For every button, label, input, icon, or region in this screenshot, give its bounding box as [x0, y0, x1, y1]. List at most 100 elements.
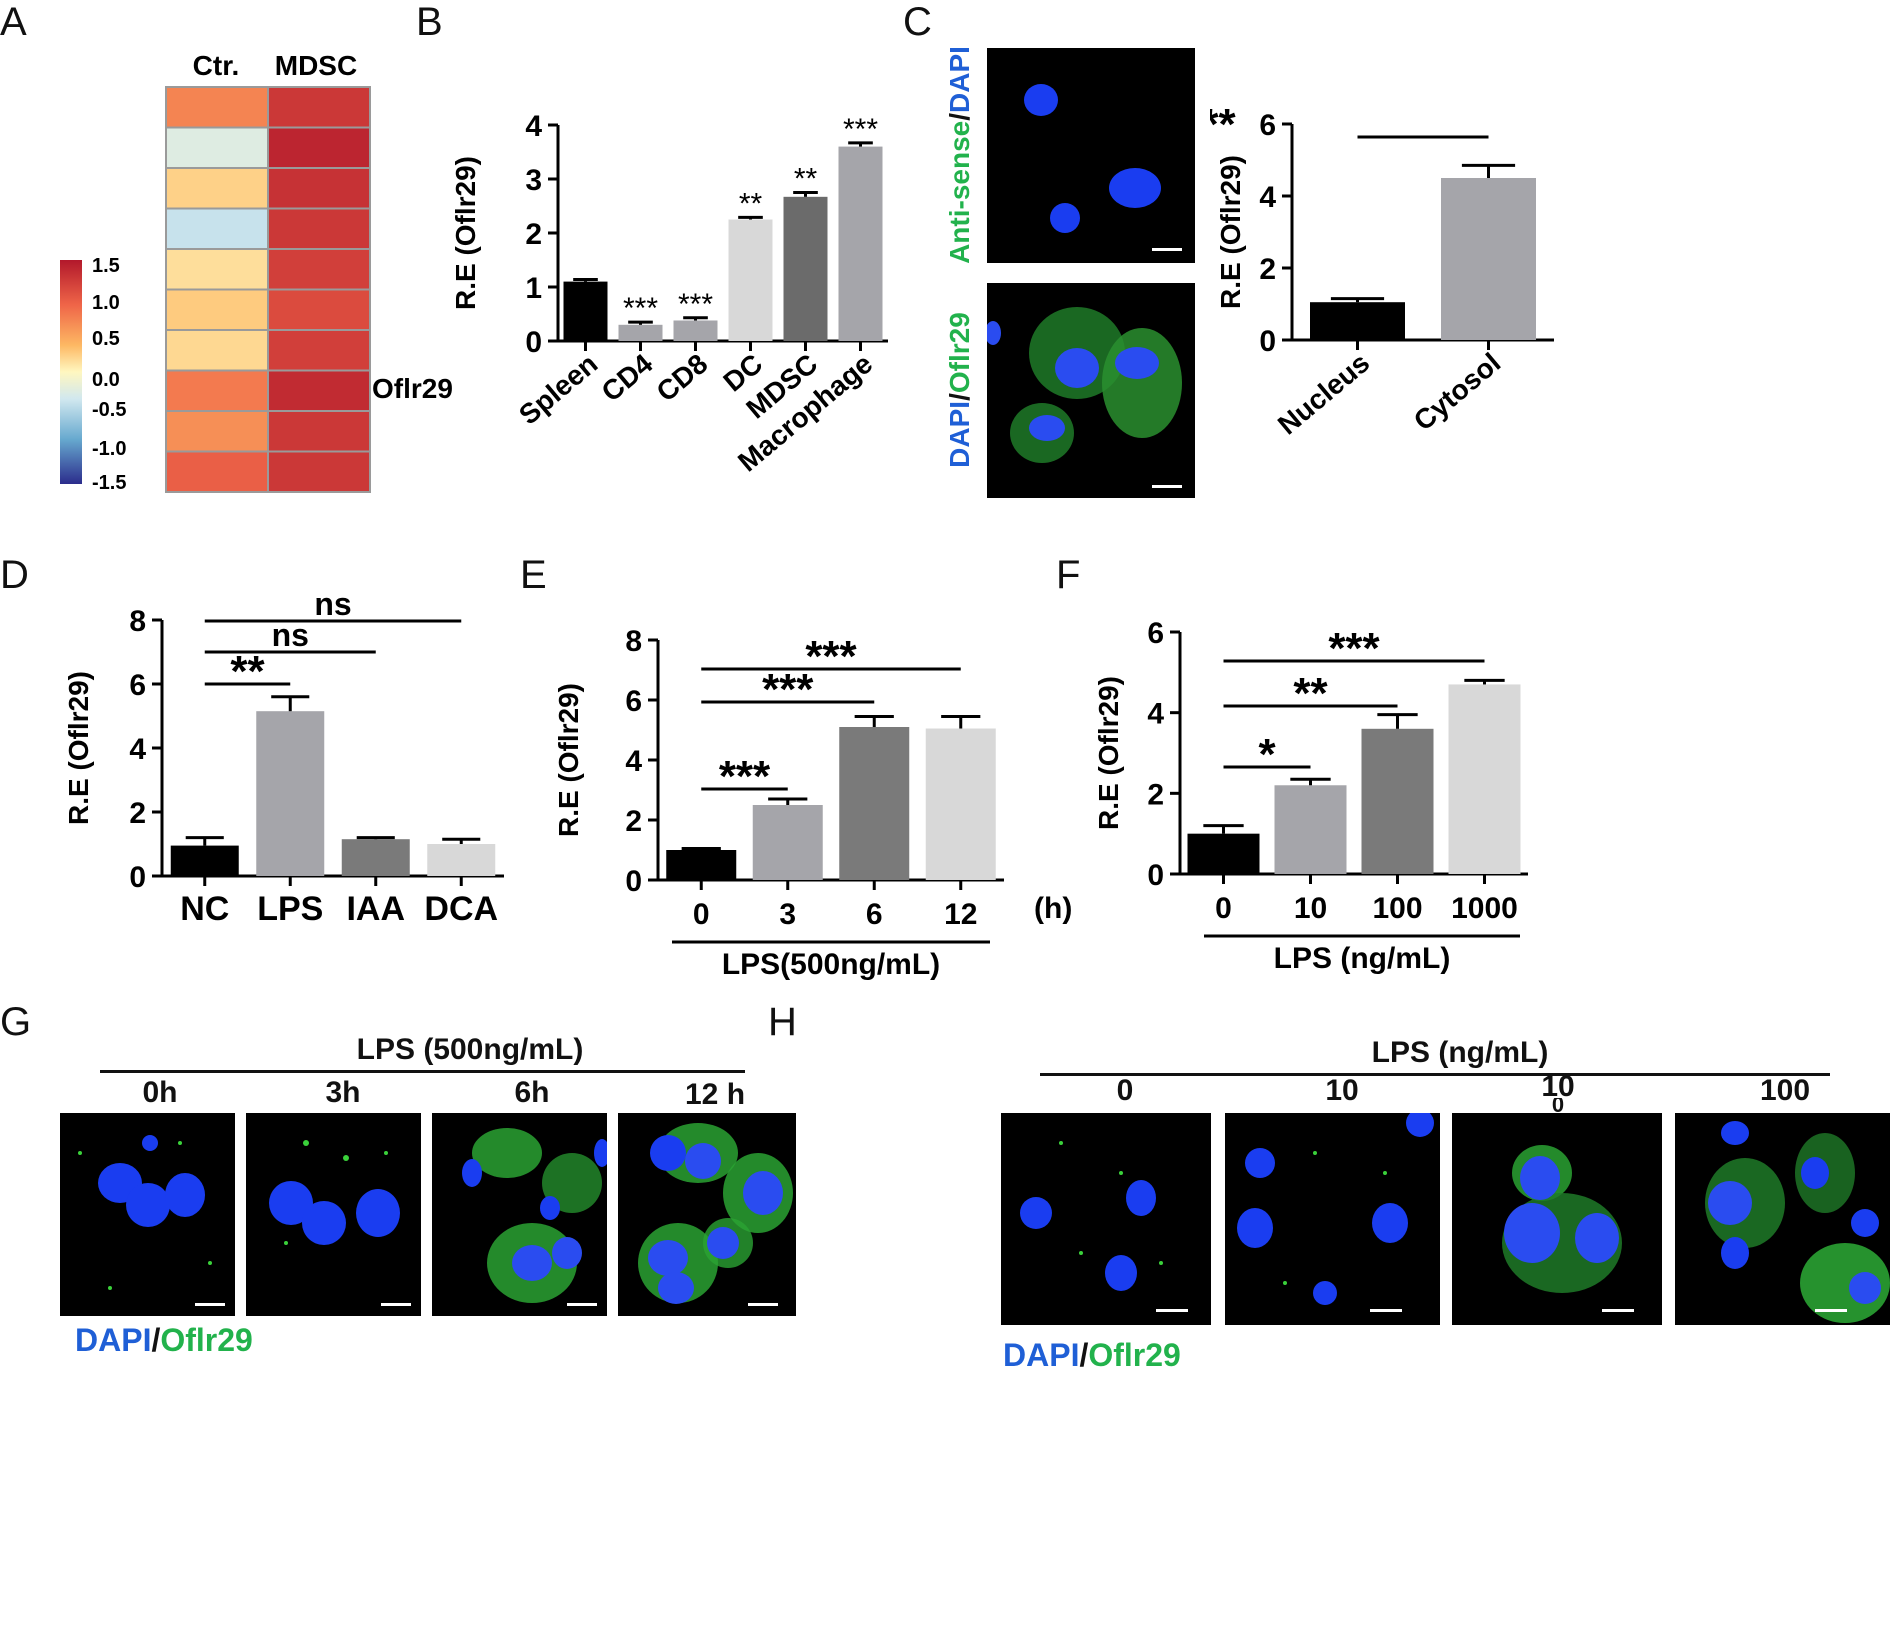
label-oflr29: Oflr29: [944, 312, 975, 394]
significance-label: **: [794, 163, 818, 196]
colorbar-tick-label: 0.0: [92, 369, 120, 391]
x-unit-label: (h): [1034, 892, 1072, 925]
x-tick-label: 10: [1294, 892, 1327, 925]
bar: [1361, 728, 1434, 874]
micrograph-g-6h: [432, 1113, 607, 1316]
panel-label-b: B: [416, 0, 443, 44]
y-tick-label: 2: [625, 805, 642, 838]
bar: [728, 219, 773, 341]
x-tick-label: 0: [1215, 892, 1232, 925]
y-tick-label: 6: [1259, 109, 1276, 142]
significance-label: ***: [678, 288, 713, 321]
y-axis-label: R.E (Oflr29): [63, 671, 94, 825]
x-tick-label: 100: [1372, 892, 1422, 925]
y-tick-label: 2: [1147, 778, 1164, 811]
micrograph-h-100: [1675, 1113, 1890, 1325]
bar: [563, 281, 608, 341]
panel-label-g: G: [0, 1000, 32, 1044]
panel-label-c: C: [903, 0, 932, 44]
colorbar: [60, 260, 82, 484]
y-tick-label: 1: [525, 272, 542, 305]
h-caption: DAPI/Oflr29: [1003, 1337, 1181, 1374]
heatmap-cells: [165, 86, 371, 493]
heatmap-cell-ctr: [165, 369, 269, 412]
caption-dapi: DAPI: [1003, 1337, 1080, 1373]
significance-label: ***: [843, 113, 878, 146]
micrograph-h-10: [1225, 1113, 1440, 1325]
label-antisense: Anti-sense: [944, 120, 975, 264]
bar: [256, 711, 325, 876]
h-group-line: [1040, 1073, 1830, 1076]
label-dapi: DAPI: [944, 400, 975, 468]
significance-label: ***: [623, 292, 658, 325]
h-label-100: 100: [1759, 1074, 1811, 1107]
y-tick-label: 4: [129, 733, 146, 766]
bar: [341, 839, 410, 876]
caption-oflr29: Oflr29: [160, 1322, 253, 1358]
y-tick-label: 6: [129, 669, 146, 702]
comparison-label: ns: [314, 586, 351, 622]
y-tick-label: 0: [1259, 325, 1276, 358]
heatmap-cell-ctr: [165, 86, 269, 129]
h-label-10: 10: [1325, 1074, 1359, 1107]
x-tick-label: 1000: [1451, 892, 1518, 925]
h-group-title: LPS (ng/mL): [1371, 1036, 1549, 1069]
x-tick-label: DCA: [424, 890, 498, 928]
heatmap-cell-mdsc: [267, 126, 371, 169]
x-tick-label: Spleen: [513, 348, 603, 431]
g-group-title: LPS (500ng/mL): [356, 1033, 584, 1066]
colorbar-ticks: 1.5 1.0 0.5 0.0 -0.5 -1.0 -1.5: [92, 255, 126, 494]
y-tick-label: 4: [1259, 181, 1276, 214]
micrograph-g-12h: [618, 1113, 796, 1316]
bar: [752, 805, 823, 880]
heatmap-cell-ctr: [165, 410, 269, 453]
heatmap-col-ctr: Ctr.: [193, 50, 240, 81]
caption-oflr29: Oflr29: [1088, 1337, 1181, 1373]
x-tick-label: Nucleus: [1272, 347, 1375, 441]
bar: [838, 146, 883, 341]
comparison-label: ***: [805, 632, 857, 681]
heatmap: Ctr. MDSC Oflr29 1.5 1.0 0.5 0.0 -0.5 -1.0 -1.…: [60, 50, 453, 494]
heatmap-cell-mdsc: [267, 167, 371, 210]
heatmap-cell-mdsc: [267, 450, 371, 493]
bar: [618, 324, 663, 341]
heatmap-cell-mdsc: [267, 288, 371, 331]
heatmap-cell-ctr: [165, 450, 269, 493]
y-tick-label: 0: [625, 865, 642, 898]
significance-label: **: [739, 187, 763, 220]
heatmap-cell-mdsc: [267, 248, 371, 291]
micrograph-g-0h: [60, 1113, 235, 1316]
x-tick-label: Cytosol: [1408, 347, 1507, 437]
y-axis-label: R.E (Oflr29): [1093, 676, 1124, 830]
comparison-label: ***: [719, 752, 771, 801]
micrograph-h-1000: [1452, 1113, 1662, 1325]
heatmap-cell-ctr: [165, 248, 269, 291]
g-label-12h: 12 h: [684, 1078, 746, 1111]
heatmap-cell-ctr: [165, 207, 269, 250]
panel-label-f: F: [1056, 553, 1081, 597]
micrograph-c-oflr29: [987, 283, 1195, 498]
bar: [1187, 833, 1260, 874]
micrograph-h-0: [1001, 1113, 1211, 1325]
g-caption: DAPI/Oflr29: [75, 1322, 253, 1359]
x-tick-label: IAA: [346, 890, 405, 928]
comparison-label: **: [1293, 669, 1328, 718]
heatmap-cell-ctr: [165, 329, 269, 372]
h-label-1000-extra: 0: [1551, 1098, 1565, 1112]
bar: [783, 196, 828, 341]
micrograph-g-3h: [246, 1113, 421, 1316]
heatmap-cell-mdsc: [267, 86, 371, 129]
g-label-6h: 6h: [514, 1076, 550, 1109]
y-tick-label: 0: [129, 861, 146, 894]
x-tick-label: 12: [944, 898, 977, 931]
y-axis-label: R.E (Oflr29): [553, 683, 584, 837]
x-tick-label: NC: [180, 890, 229, 928]
bar: [673, 320, 718, 341]
bar: [666, 850, 737, 880]
bar: [839, 727, 910, 880]
y-tick-label: 8: [625, 625, 642, 658]
h-label-1000: 10: [1541, 1070, 1575, 1103]
